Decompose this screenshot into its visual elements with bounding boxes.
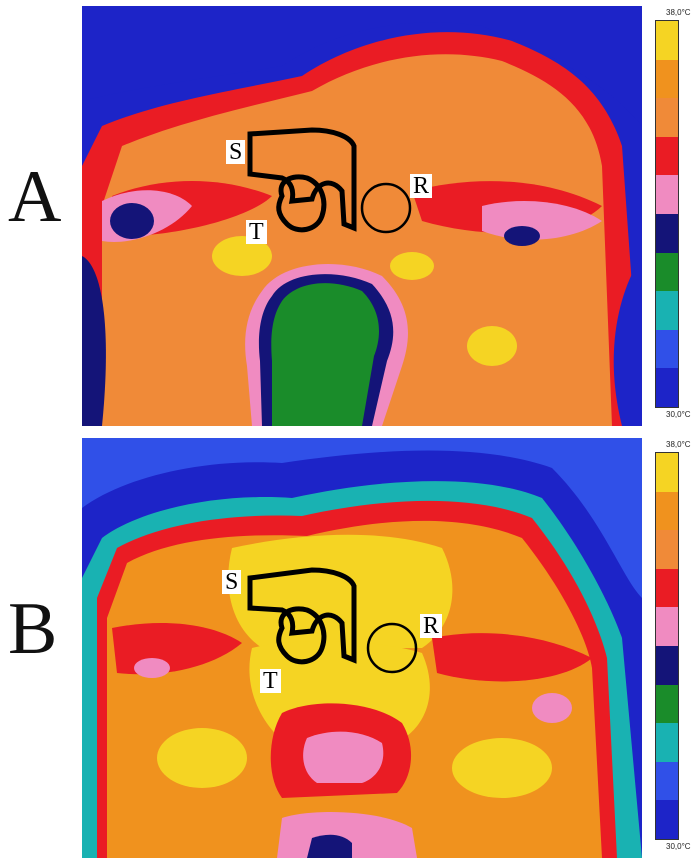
thermal-image-b — [82, 438, 642, 858]
roi-label-t: T — [260, 669, 281, 693]
panel-letter-b: B — [8, 588, 58, 670]
thermal-image-a — [82, 6, 642, 426]
thermogram-panel-a: A — [8, 6, 691, 426]
scale-max-label: 38,0°C — [666, 8, 691, 17]
color-scale-bar — [655, 452, 679, 840]
scale-min-label: 30,0°C — [666, 842, 691, 851]
scale-min-label: 30,0°C — [666, 410, 691, 419]
roi-label-r: R — [420, 614, 443, 638]
roi-label-t: T — [246, 220, 267, 244]
panel-letter-a: A — [8, 156, 62, 238]
color-scale-bar — [655, 20, 679, 408]
roi-label-s: S — [226, 140, 246, 164]
thermogram-panel-b: B S T — [0, 432, 696, 859]
roi-label-r: R — [410, 174, 433, 198]
scale-max-label: 38,0°C — [666, 440, 691, 449]
roi-label-s: S — [222, 570, 242, 594]
